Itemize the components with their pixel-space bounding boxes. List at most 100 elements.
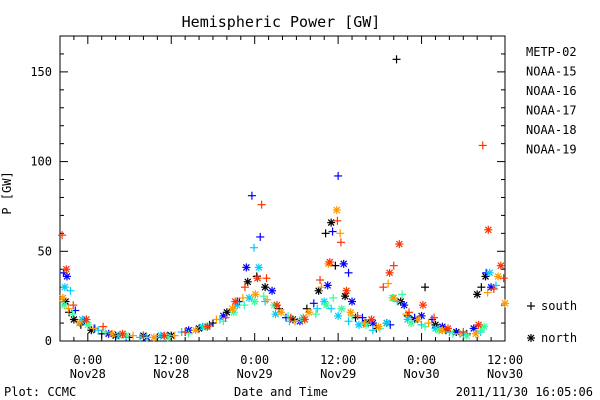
star-stroke — [470, 325, 478, 332]
data-point-south — [417, 320, 426, 329]
data-point-south — [64, 304, 73, 313]
data-point-north — [443, 324, 452, 333]
data-point-south — [459, 328, 468, 337]
data-point-north — [60, 301, 69, 310]
data-point-north — [325, 258, 334, 267]
data-point-south — [259, 292, 268, 301]
data-point-south — [317, 283, 326, 292]
legend-star-symbol — [527, 334, 535, 342]
data-point-south — [384, 279, 393, 288]
x-axis: 0:00Nov2812:00Nov280:00Nov2912:00Nov290:… — [59, 36, 523, 381]
star-stroke — [192, 326, 200, 334]
star-stroke — [327, 219, 335, 227]
star-stroke — [375, 323, 382, 331]
data-point-south — [392, 55, 401, 64]
series-metp-02 — [61, 55, 490, 342]
data-point-south — [65, 308, 74, 317]
marker-legend-label-north: north — [541, 331, 577, 345]
data-point-north — [471, 329, 480, 338]
star-stroke — [494, 272, 502, 280]
data-point-south — [333, 216, 342, 225]
data-point-north — [414, 315, 423, 324]
data-point-south — [313, 304, 322, 313]
data-point-north — [251, 290, 260, 299]
x-tick-label-date: Nov28 — [70, 367, 106, 381]
plot-frame — [59, 35, 506, 342]
data-point-south — [427, 315, 436, 324]
data-point-south — [97, 329, 106, 338]
data-point-south — [247, 191, 256, 200]
data-point-north — [407, 319, 416, 328]
data-point-south — [398, 290, 407, 299]
data-point-south — [89, 324, 98, 333]
data-point-south — [452, 328, 461, 337]
star-stroke — [305, 308, 313, 316]
star-stroke — [501, 299, 509, 307]
data-point-north — [261, 283, 270, 292]
star-stroke — [122, 332, 130, 340]
data-point-south — [424, 319, 433, 328]
data-point-north — [334, 311, 343, 320]
data-point-north — [496, 261, 505, 270]
series-noaa-19 — [58, 141, 508, 340]
data-point-north — [354, 320, 363, 329]
plot-border — [59, 35, 506, 342]
star-stroke — [62, 298, 69, 305]
data-point-south — [240, 283, 249, 292]
star-stroke — [254, 274, 261, 282]
data-point-south — [353, 311, 362, 320]
series-noaa-18 — [58, 206, 509, 342]
data-point-north — [62, 272, 71, 281]
star-stroke — [242, 264, 250, 271]
data-point-north — [58, 293, 67, 302]
data-point-north — [191, 326, 200, 335]
data-point-south — [184, 329, 193, 338]
star-stroke — [390, 294, 398, 302]
data-point-north — [342, 286, 351, 295]
y-axis-label: P [GW] — [0, 171, 14, 214]
data-point-south — [249, 243, 258, 252]
data-point-north — [108, 329, 117, 338]
data-point-south — [311, 310, 320, 319]
data-point-south — [386, 320, 395, 329]
star-stroke — [383, 319, 391, 327]
data-point-north — [163, 333, 172, 342]
data-point-south — [448, 329, 457, 338]
chart-title: Hemispheric Power [GW] — [182, 13, 381, 31]
data-point-south — [208, 319, 217, 328]
data-point-south — [410, 313, 419, 322]
series-noaa-16 — [60, 243, 500, 342]
data-point-north — [304, 308, 313, 317]
data-point-north — [374, 322, 383, 331]
data-point-south — [286, 313, 295, 322]
y-tick-label: 150 — [30, 65, 52, 79]
x-tick-label-time: 0:00 — [73, 353, 102, 367]
plot-credit: Plot: CCMC — [4, 385, 76, 399]
data-point-south — [181, 328, 190, 337]
star-stroke — [348, 298, 356, 305]
star-stroke — [245, 294, 253, 302]
y-tick-label: 100 — [30, 155, 52, 169]
star-stroke — [160, 332, 168, 340]
data-point-south — [256, 232, 265, 241]
legend-item-noaa-16: NOAA-16 — [526, 84, 577, 98]
star-stroke — [70, 316, 78, 323]
star-stroke — [486, 269, 494, 277]
data-point-south — [257, 200, 266, 209]
data-point-south — [405, 308, 414, 317]
data-point-north — [473, 290, 482, 299]
data-point-north — [438, 326, 447, 335]
x-tick-label-date: Nov30 — [404, 367, 440, 381]
data-point-south — [358, 313, 367, 322]
data-point-south — [491, 281, 500, 290]
star-stroke — [326, 258, 334, 266]
star-stroke — [341, 292, 349, 300]
data-point-north — [322, 301, 331, 310]
data-point-north — [83, 320, 92, 329]
x-tick-label-date: Nov28 — [153, 367, 189, 381]
star-stroke — [59, 294, 67, 302]
data-point-south — [421, 283, 430, 292]
star-stroke — [338, 305, 346, 313]
star-stroke — [230, 308, 238, 316]
data-point-south — [360, 319, 369, 328]
